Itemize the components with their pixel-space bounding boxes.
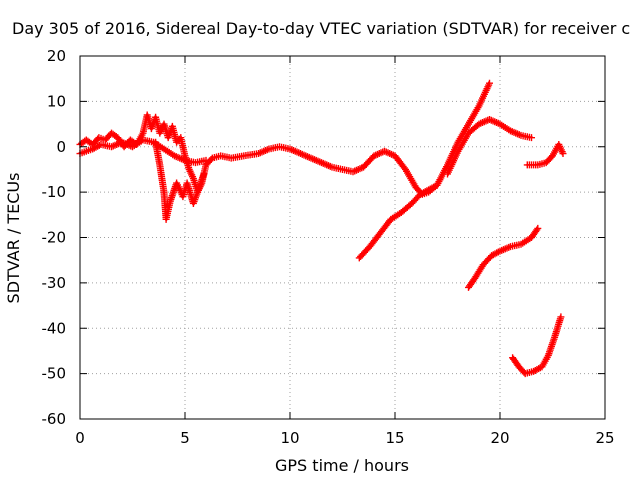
y-tick-label: -40 (42, 319, 67, 337)
data-series-5 (444, 116, 535, 178)
y-tick-label: 20 (47, 47, 66, 65)
x-axis-ticks: 0 5 10 15 20 25 (75, 56, 615, 447)
data-series-3 (76, 136, 210, 167)
data-point (486, 79, 493, 87)
data-series-6 (523, 140, 567, 169)
data-series-7 (465, 224, 542, 291)
data-point (200, 170, 208, 178)
y-tick-label: -60 (42, 410, 67, 428)
x-tick-label: 0 (75, 429, 85, 447)
grid (80, 56, 605, 419)
data-point (557, 313, 565, 321)
data-points (76, 79, 567, 378)
y-tick-label: -50 (42, 365, 67, 383)
data-point (433, 181, 441, 189)
chart-title: Day 305 of 2016, Sidereal Day-to-day VTE… (12, 19, 630, 38)
data-series-8 (509, 313, 565, 378)
y-axis-ticks: -60 -50 -40 -30 -20 -10 0 10 20 (42, 47, 605, 428)
y-tick-label: -30 (42, 274, 67, 292)
x-tick-label: 20 (490, 429, 509, 447)
x-tick-label: 15 (385, 429, 404, 447)
data-series-4 (355, 181, 441, 262)
data-point (533, 226, 541, 234)
x-axis-label: GPS time / hours (275, 456, 409, 475)
y-tick-label: 0 (56, 138, 66, 156)
data-point (534, 224, 542, 232)
x-tick-label: 5 (180, 429, 190, 447)
data-series-2 (152, 138, 208, 223)
data-point (559, 150, 567, 158)
x-tick-label: 10 (280, 429, 299, 447)
data-point (528, 134, 535, 142)
y-tick-label: 10 (47, 92, 66, 110)
y-tick-label: -20 (42, 229, 67, 247)
y-axis-label: SDTVAR / TECUs (4, 173, 23, 304)
data-point (202, 156, 210, 164)
x-tick-label: 25 (595, 429, 614, 447)
y-tick-label: -10 (42, 183, 67, 201)
